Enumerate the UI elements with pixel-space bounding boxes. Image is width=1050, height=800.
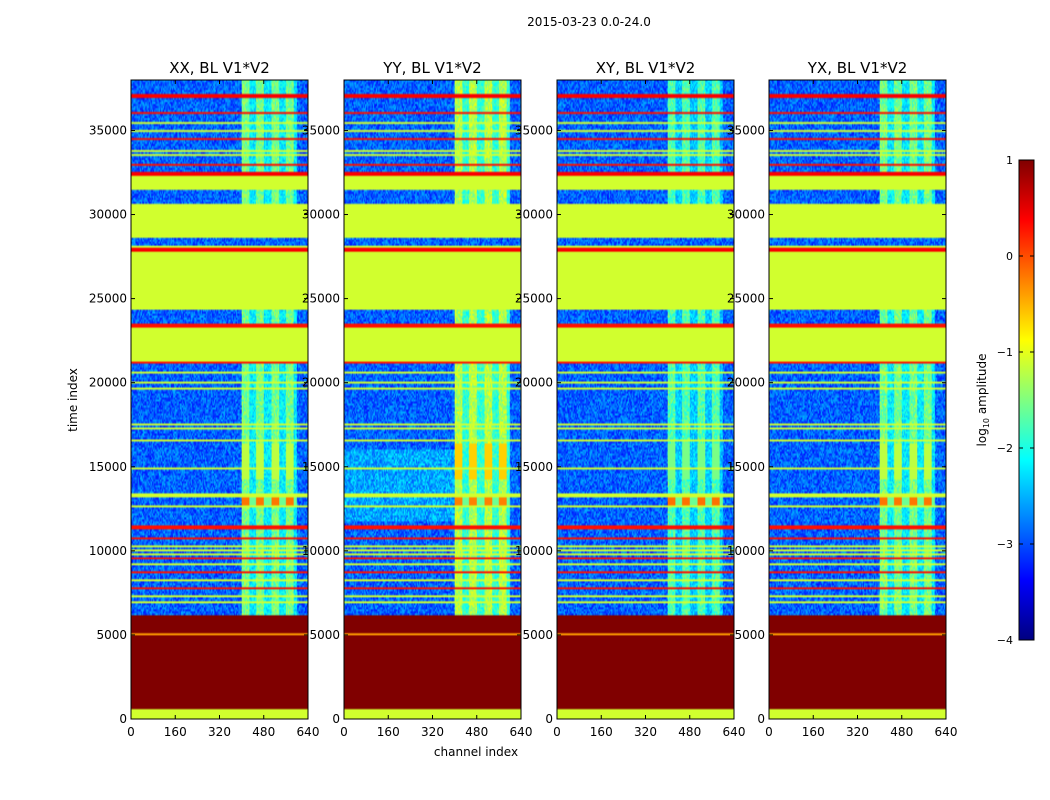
y-tick-label: 10000 <box>302 544 340 558</box>
y-tick-label: 35000 <box>515 123 553 137</box>
x-tick-label: 480 <box>252 725 275 739</box>
panel-title: YX, BL V1*V2 <box>807 59 908 77</box>
x-tick-label: 320 <box>208 725 231 739</box>
y-tick-label: 20000 <box>515 376 553 390</box>
x-tick-label: 320 <box>846 725 869 739</box>
y-tick-label: 15000 <box>89 460 127 474</box>
colorbar-tick-label: −4 <box>997 634 1013 647</box>
x-tick-label: 0 <box>127 725 135 739</box>
y-tick-label: 10000 <box>515 544 553 558</box>
x-tick-label: 0 <box>765 725 773 739</box>
x-tick-label: 320 <box>634 725 657 739</box>
x-axis-label: channel index <box>434 745 518 759</box>
panel-title: YY, BL V1*V2 <box>382 59 481 77</box>
y-tick-label: 25000 <box>89 292 127 306</box>
y-tick-label: 5000 <box>96 628 127 642</box>
colorbar-tick-label: 0 <box>1006 250 1013 263</box>
y-tick-label: 15000 <box>302 460 340 474</box>
heatmap-image <box>344 80 521 719</box>
y-tick-label: 10000 <box>89 544 127 558</box>
y-tick-label: 30000 <box>515 208 553 222</box>
y-tick-label: 25000 <box>515 292 553 306</box>
y-tick-label: 5000 <box>734 628 765 642</box>
colorbar-tick-label: −3 <box>997 538 1013 551</box>
y-axis-label: time index <box>66 368 80 432</box>
x-tick-label: 160 <box>802 725 825 739</box>
y-tick-label: 20000 <box>727 376 765 390</box>
panel-2: YY, BL V1*V2 0 160 320 480 640 0 5000 10000 15000… <box>302 59 533 739</box>
colorbar-label: log10 amplitude <box>975 354 991 447</box>
panel-title: XX, BL V1*V2 <box>169 59 270 77</box>
x-tick-label: 640 <box>723 725 746 739</box>
colorbar-gradient <box>1018 159 1035 641</box>
y-tick-label: 0 <box>119 712 127 726</box>
y-tick-label: 10000 <box>727 544 765 558</box>
x-tick-label: 160 <box>164 725 187 739</box>
y-tick-label: 30000 <box>89 208 127 222</box>
y-tick-label: 5000 <box>309 628 340 642</box>
y-tick-label: 35000 <box>302 123 340 137</box>
y-tick-label: 20000 <box>89 376 127 390</box>
heatmap-image <box>131 80 308 719</box>
colorbar-tick-label: −2 <box>997 442 1013 455</box>
x-tick-label: 640 <box>935 725 958 739</box>
y-tick-label: 25000 <box>302 292 340 306</box>
y-tick-label: 0 <box>757 712 765 726</box>
y-tick-label: 20000 <box>302 376 340 390</box>
y-tick-label: 30000 <box>727 208 765 222</box>
panel-title: XY, BL V1*V2 <box>596 59 696 77</box>
figure-suptitle: 2015-03-23 0.0-24.0 <box>527 15 651 29</box>
x-tick-label: 640 <box>297 725 320 739</box>
x-tick-label: 160 <box>377 725 400 739</box>
y-tick-label: 25000 <box>727 292 765 306</box>
panel-1: XX, BL V1*V2 0 160 320 480 640 0 5000 10000 15000… <box>89 59 320 739</box>
colorbar-tick-label: −1 <box>997 346 1013 359</box>
x-tick-label: 0 <box>553 725 561 739</box>
panel-3: XY, BL V1*V2 0 160 320 480 640 0 5000 10000 15000… <box>515 59 746 739</box>
y-tick-label: 0 <box>332 712 340 726</box>
heatmap-image <box>557 80 734 719</box>
x-tick-label: 480 <box>678 725 701 739</box>
y-tick-label: 30000 <box>302 208 340 222</box>
x-tick-label: 480 <box>465 725 488 739</box>
panels-layer: XX, BL V1*V2 0 160 320 480 640 0 5000 10000 15000… <box>89 59 958 739</box>
y-tick-label: 35000 <box>89 123 127 137</box>
y-tick-label: 0 <box>545 712 553 726</box>
y-tick-label: 35000 <box>727 123 765 137</box>
panel-4: YX, BL V1*V2 0 160 320 480 640 0 5000 10000 15000… <box>727 59 958 739</box>
colorbar-tick-label: 1 <box>1006 154 1013 167</box>
y-tick-label: 15000 <box>727 460 765 474</box>
y-tick-label: 15000 <box>515 460 553 474</box>
x-tick-label: 320 <box>421 725 444 739</box>
colorbar: 1 0 −1 −2 −3 −4 log10 amplitude <box>975 154 1035 647</box>
heatmap-image <box>769 80 946 719</box>
x-tick-label: 0 <box>340 725 348 739</box>
x-tick-label: 480 <box>890 725 913 739</box>
x-tick-label: 160 <box>590 725 613 739</box>
y-tick-label: 5000 <box>522 628 553 642</box>
x-tick-label: 640 <box>510 725 533 739</box>
